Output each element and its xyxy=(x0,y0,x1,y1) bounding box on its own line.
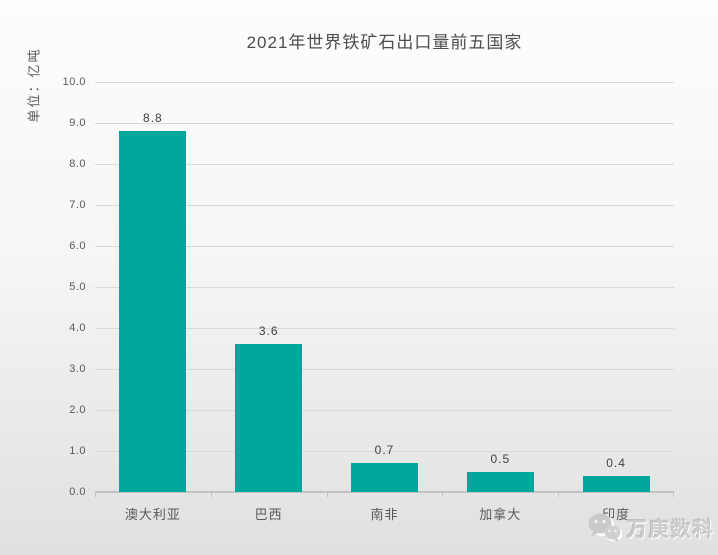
x-axis-line xyxy=(95,491,674,493)
x-category-label: 巴西 xyxy=(254,507,283,522)
gridline xyxy=(95,246,674,247)
watermark-text: 万庚数科 xyxy=(627,518,715,541)
y-axis-title: 单位：亿吨 xyxy=(26,47,42,123)
x-category-label: 加拿大 xyxy=(479,507,522,522)
y-tick-label: 0.0 xyxy=(69,486,86,498)
x-tick-mark xyxy=(95,492,96,497)
gridline xyxy=(95,82,674,83)
x-tick-mark xyxy=(558,492,560,497)
y-tick-label: 2.0 xyxy=(69,404,86,416)
gridline xyxy=(95,328,674,329)
chart-title: 2021年世界铁矿石出口量前五国家 xyxy=(246,33,523,52)
y-tick-label: 4.0 xyxy=(69,322,86,334)
bar xyxy=(466,471,534,492)
y-tick-label: 5.0 xyxy=(69,281,86,293)
bar-value-label: 3.6 xyxy=(258,324,279,339)
bar-value-label: 8.8 xyxy=(143,111,163,126)
gridline xyxy=(95,451,674,452)
gridline xyxy=(95,123,674,124)
bar-value-label: 0.5 xyxy=(490,451,511,466)
plot-area: 0.0 1.0 2.0 3.0 4.0 5.0 6.0 7.0 8.0 9.0 10.0 8.8 澳大利… xyxy=(63,76,674,522)
y-tick-label: 9.0 xyxy=(69,117,86,129)
y-tick-label: 3.0 xyxy=(69,363,86,375)
bar xyxy=(582,475,650,492)
x-category-label: 南非 xyxy=(370,507,399,522)
gridline xyxy=(95,205,674,206)
x-tick-mark xyxy=(210,492,212,497)
bar xyxy=(351,463,418,492)
y-tick-label: 6.0 xyxy=(69,240,86,252)
gridline xyxy=(95,164,674,165)
x-tick-mark xyxy=(326,492,328,497)
y-tick-label: 8.0 xyxy=(69,158,86,170)
x-tick-mark xyxy=(442,492,444,497)
bar-value-label: 0.4 xyxy=(606,455,626,470)
wechat-icon xyxy=(588,513,622,542)
x-tick-mark xyxy=(673,492,674,497)
gridline xyxy=(95,287,674,288)
y-tick-label: 7.0 xyxy=(69,199,86,211)
watermark: 万庚数科 xyxy=(586,511,715,543)
y-tick-label: 1.0 xyxy=(69,445,86,457)
y-tick-label: 10.0 xyxy=(62,76,86,88)
x-category-label: 澳大利亚 xyxy=(124,507,181,522)
gridline xyxy=(95,369,674,370)
gridline xyxy=(95,410,674,411)
bar xyxy=(235,344,303,492)
bar-value-label: 0.7 xyxy=(374,443,395,458)
bar xyxy=(119,131,187,492)
